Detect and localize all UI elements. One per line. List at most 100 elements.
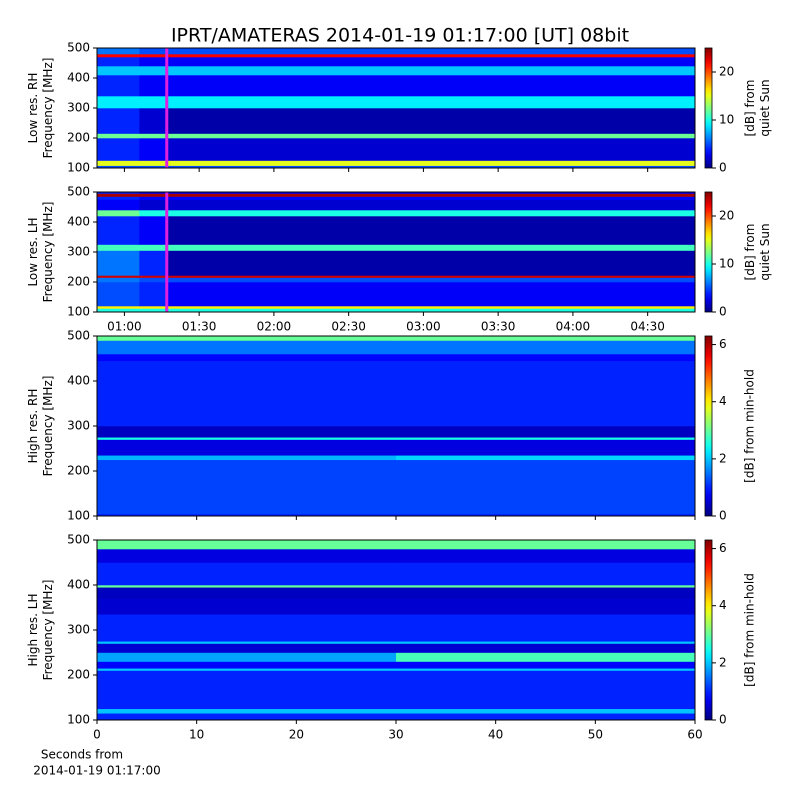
- y-axis-label: Frequency [MHz]: [41, 580, 55, 681]
- heatmap-cell: [166, 193, 696, 197]
- heatmap-cell: [166, 108, 696, 134]
- heatmap-cell: [97, 426, 397, 438]
- heatmap-cell: [97, 138, 140, 161]
- heatmap-cell: [97, 193, 140, 197]
- heatmap-cell: [97, 437, 397, 440]
- heatmap-cell: [396, 340, 696, 355]
- heatmap-cell: [139, 133, 168, 139]
- heatmap-cell: [139, 275, 168, 278]
- x-tick-label: 60: [687, 728, 702, 742]
- colorbar-label: [dB] from: [743, 224, 757, 281]
- x-tick-label: 10: [189, 728, 204, 742]
- heatmap-cell: [97, 210, 140, 217]
- y-axis-label: High res. LH: [26, 593, 40, 666]
- colorbar: [704, 335, 713, 517]
- heatmap-cell: [139, 54, 168, 58]
- heatmap-cell: [166, 66, 696, 76]
- y-axis-label: High res. RH: [26, 389, 40, 464]
- heatmap-cell: [139, 196, 168, 200]
- heatmap-cell: [139, 306, 168, 309]
- colorbar-tick-label: 0: [719, 509, 727, 523]
- y-tick-label: 300: [67, 419, 90, 433]
- heatmap-cell: [396, 426, 696, 438]
- heatmap-cell: [166, 96, 696, 109]
- y-axis-label: Frequency [MHz]: [41, 58, 55, 159]
- heatmap-cell: [139, 199, 168, 211]
- heatmap-cell: [166, 282, 696, 307]
- heatmap-cell: [139, 210, 168, 217]
- heatmap-cell: [97, 641, 397, 644]
- heatmap-cell: [396, 661, 696, 669]
- heatmap-cell: [166, 48, 696, 55]
- heatmap-cell: [97, 354, 397, 362]
- heatmap-cell: [166, 308, 696, 313]
- heatmap-cell: [97, 308, 140, 313]
- heatmap-cell: [396, 585, 696, 588]
- heatmap-cell: [166, 306, 696, 309]
- colorbar: [704, 539, 713, 721]
- colorbar: [704, 47, 713, 169]
- heatmap-cell: [166, 165, 696, 169]
- heatmap-cell: [396, 587, 696, 599]
- colorbar-tick-label: 4: [719, 394, 727, 408]
- colorbar: [704, 191, 713, 313]
- heatmap-cell: [396, 708, 696, 714]
- heatmap-cell: [97, 336, 397, 341]
- heatmap-cell: [139, 57, 168, 67]
- x-tick-label: 03:00: [406, 320, 441, 334]
- heatmap-cell: [97, 549, 397, 563]
- heatmap-cell: [396, 354, 696, 362]
- heatmap-cell: [166, 210, 696, 217]
- heatmap-cell: [166, 57, 696, 67]
- heatmap-cell: [396, 513, 696, 517]
- heatmap-cell: [97, 459, 397, 515]
- heatmap-cell: [97, 277, 140, 283]
- y-tick-label: 400: [67, 215, 90, 229]
- heatmap-cell: [97, 196, 140, 200]
- heatmap-cell: [97, 165, 140, 169]
- heatmap-cell: [97, 192, 140, 194]
- heatmap-cell: [97, 108, 140, 134]
- heatmap-cell: [139, 165, 168, 169]
- x-tick-label: 04:00: [556, 320, 591, 334]
- heatmap-cell: [396, 360, 696, 427]
- heatmap-cell: [396, 459, 696, 515]
- heatmap-cell: [139, 192, 168, 194]
- heatmap-cell: [396, 713, 696, 721]
- heatmap-cell: [97, 540, 397, 550]
- colorbar-tick-label: 0: [719, 161, 727, 175]
- x-tick-label: 01:00: [107, 320, 142, 334]
- colorbar-tick-label: 0: [719, 305, 727, 319]
- y-tick-label: 400: [67, 578, 90, 592]
- heatmap-cell: [396, 652, 696, 662]
- heatmap-cell: [97, 713, 397, 721]
- heatmap-cell: [139, 138, 168, 161]
- heatmap-cell: [139, 216, 168, 245]
- y-tick-label: 400: [67, 71, 90, 85]
- y-tick-label: 100: [67, 305, 90, 319]
- y-tick-label: 100: [67, 509, 90, 523]
- heatmap-cell: [97, 661, 397, 669]
- heatmap-cell: [166, 216, 696, 245]
- heatmap-cell: [396, 336, 696, 341]
- colorbar-tick-label: 0: [719, 713, 727, 727]
- colorbar-tick-label: 2: [719, 655, 727, 669]
- heatmap-cell: [166, 275, 696, 278]
- colorbar-tick-label: 4: [719, 598, 727, 612]
- x-tick-label: 01:30: [182, 320, 217, 334]
- heatmap-cell: [396, 670, 696, 710]
- heatmap-cell: [97, 614, 397, 642]
- heatmap-cell: [97, 587, 397, 599]
- heatmap-cell: [396, 562, 696, 586]
- heatmap-cell: [166, 192, 696, 194]
- heatmap-cell: [166, 160, 696, 166]
- heatmap-cell: [97, 57, 140, 67]
- heatmap-cell: [97, 54, 140, 58]
- heatmap-cell: [97, 513, 397, 517]
- y-tick-label: 100: [67, 713, 90, 727]
- colorbar-label: quiet Sun: [758, 79, 772, 136]
- heatmap-cell: [139, 244, 168, 251]
- heatmap-cell: [396, 540, 696, 550]
- heatmap-cell: [97, 75, 140, 97]
- heatmap-cell: [97, 708, 397, 714]
